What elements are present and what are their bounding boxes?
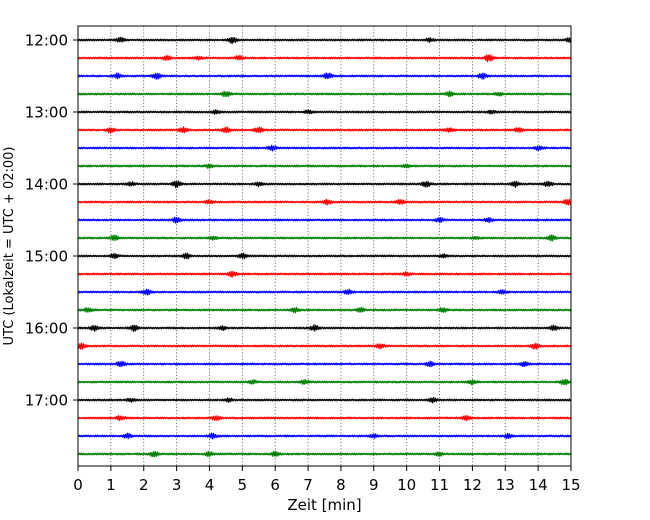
seismogram-trace bbox=[77, 306, 572, 314]
x-axis-label: Zeit [min] bbox=[287, 496, 361, 514]
seismogram-trace bbox=[77, 109, 572, 115]
y-tick-label: 12:00 bbox=[25, 32, 68, 50]
seismogram-trace bbox=[77, 234, 572, 242]
seismogram-trace bbox=[77, 432, 572, 440]
x-tick-label: 6 bbox=[270, 476, 280, 494]
x-tick-label: 10 bbox=[397, 476, 416, 494]
x-tick-label: 2 bbox=[139, 476, 149, 494]
seismogram-trace bbox=[77, 163, 572, 169]
x-tick-label: 7 bbox=[303, 476, 313, 494]
seismogram-trace bbox=[77, 288, 572, 296]
seismogram-trace bbox=[77, 216, 572, 224]
x-tick-label: 0 bbox=[73, 476, 83, 494]
seismogram-trace bbox=[77, 126, 572, 134]
x-tick-label: 4 bbox=[205, 476, 215, 494]
x-axis-ticks: 0 1 2 3 4 5 6 7 8 9 10 11 12 13 14 15 bbox=[73, 466, 581, 494]
x-tick-label: 8 bbox=[336, 476, 346, 494]
seismogram-trace bbox=[77, 396, 572, 404]
seismogram-trace bbox=[77, 360, 572, 368]
x-tick-label: 5 bbox=[238, 476, 248, 494]
seismogram-trace bbox=[77, 72, 572, 80]
seismogram-trace bbox=[77, 144, 572, 152]
y-tick-label: 14:00 bbox=[25, 176, 68, 194]
plot-frame bbox=[77, 25, 572, 467]
y-tick-label: 17:00 bbox=[25, 392, 68, 410]
seismogram-trace bbox=[77, 36, 572, 45]
x-tick-label: 3 bbox=[172, 476, 182, 494]
seismogram-traces bbox=[77, 36, 572, 458]
x-tick-label: 14 bbox=[529, 476, 548, 494]
seismogram-trace bbox=[77, 450, 572, 458]
x-tick-label: 11 bbox=[430, 476, 449, 494]
seismogram-trace bbox=[77, 198, 572, 206]
seismogram-trace bbox=[77, 90, 572, 98]
y-tick-label: 13:00 bbox=[25, 104, 68, 122]
seismogram-trace bbox=[77, 270, 572, 278]
seismogram-trace bbox=[77, 415, 572, 422]
x-tick-label: 9 bbox=[369, 476, 379, 494]
seismogram-trace bbox=[77, 378, 572, 386]
seismogram-trace bbox=[77, 324, 572, 332]
y-tick-label: 15:00 bbox=[25, 248, 68, 266]
seismogram-trace bbox=[77, 54, 572, 63]
x-tick-label: 15 bbox=[561, 476, 580, 494]
y-axis-ticks: 12:00 13:00 14:00 15:00 16:00 17:00 bbox=[25, 32, 78, 410]
y-axis-label: UTC (Lokalzeit = UTC + 02:00) bbox=[2, 147, 17, 346]
x-tick-label: 1 bbox=[106, 476, 116, 494]
x-tick-label: 12 bbox=[463, 476, 482, 494]
x-tick-label: 13 bbox=[496, 476, 515, 494]
seismogram-trace bbox=[77, 180, 572, 189]
seismogram-trace bbox=[77, 252, 572, 260]
y-tick-label: 16:00 bbox=[25, 320, 68, 338]
seismogram-trace bbox=[77, 342, 572, 350]
